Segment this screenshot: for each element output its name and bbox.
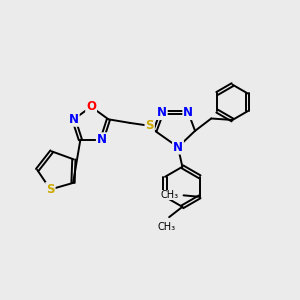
Text: S: S — [146, 119, 154, 132]
Text: N: N — [183, 106, 193, 119]
Text: CH₃: CH₃ — [160, 190, 178, 200]
Text: N: N — [97, 133, 107, 146]
Text: N: N — [69, 113, 79, 126]
Text: N: N — [157, 106, 167, 119]
Text: N: N — [173, 141, 183, 154]
Text: O: O — [86, 100, 96, 113]
Text: S: S — [46, 183, 55, 196]
Text: CH₃: CH₃ — [157, 221, 175, 232]
